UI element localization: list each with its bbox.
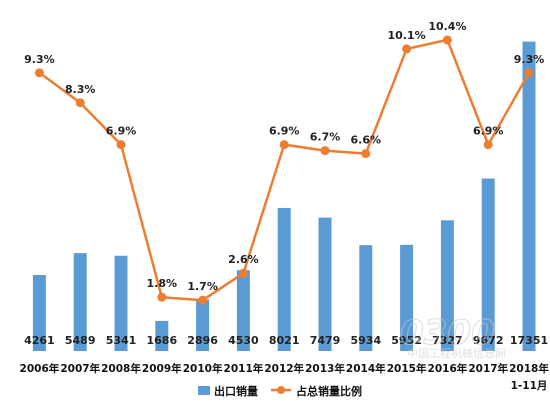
- x-tick-label-5: 2011年: [224, 362, 264, 375]
- bar-value-label-9: 5952: [391, 334, 422, 347]
- bar-3: [155, 320, 169, 351]
- line-point-0: [34, 68, 44, 78]
- bar-9: [400, 244, 414, 351]
- bar-12: [522, 41, 536, 352]
- bar-value-label-3: 1686: [146, 334, 177, 347]
- watermark-number: 0300: [400, 313, 495, 353]
- line-point-1: [75, 98, 85, 108]
- line-value-label-3: 1.8%: [147, 277, 178, 290]
- x-tick-label-2: 2008年: [101, 362, 141, 375]
- line-point-11: [483, 140, 493, 150]
- x-tick-label-3: 2009年: [142, 362, 182, 375]
- line-value-label-4: 1.7%: [187, 280, 218, 293]
- line-point-5: [238, 268, 248, 278]
- bar-series-export-volume: [32, 41, 536, 352]
- line-point-8: [361, 149, 371, 159]
- x-tick-label-12: 2018年: [509, 362, 549, 375]
- x-axis-labels: 2006年 2007年 2008年 2009年 2010年 2011年 2012年 2013年…: [20, 362, 550, 375]
- line-value-label-1: 8.3%: [65, 83, 96, 96]
- legend-swatch-marker: [277, 386, 285, 394]
- x-tick-label-1: 2007年: [60, 362, 100, 375]
- line-point-6: [279, 140, 289, 150]
- bar-4: [196, 299, 210, 351]
- x-tick-label-0: 2006年: [20, 362, 60, 375]
- bar-value-label-10: 7327: [432, 334, 463, 347]
- watermark-text: 中国工程机械信息网: [407, 346, 506, 360]
- line-points: [34, 35, 534, 305]
- bar-value-label-4: 2896: [187, 334, 218, 347]
- watermark: 0300 中国工程机械信息网: [399, 312, 506, 360]
- legend-swatch-bar: [198, 386, 210, 395]
- line-value-label-2: 6.9%: [106, 125, 137, 138]
- bar-value-label-5: 4530: [228, 334, 259, 347]
- line-value-label-10: 10.4%: [428, 20, 466, 33]
- line-value-label-11: 6.9%: [473, 125, 504, 138]
- x-tick-label-7: 2013年: [305, 362, 345, 375]
- x-tick-label-4: 2010年: [183, 362, 223, 375]
- line-value-label-7: 6.7%: [310, 131, 341, 144]
- x-tick-label-11: 2017年: [468, 362, 508, 375]
- bar-value-label-1: 5489: [65, 334, 96, 347]
- bar-value-label-12: 17351: [510, 334, 548, 347]
- line-point-10: [442, 35, 452, 45]
- line-value-label-12: 9.3%: [514, 53, 545, 66]
- line-value-labels: 9.3% 8.3% 6.9% 1.8% 1.7% 2.6% 6.9% 6.7% 6.6% 10.1…: [24, 20, 544, 293]
- bar-value-label-0: 4261: [24, 334, 55, 347]
- line-point-7: [320, 146, 330, 156]
- line-point-9: [402, 44, 412, 54]
- bar-value-label-2: 5341: [106, 334, 137, 347]
- legend: 出口销量 占总销量比例: [198, 384, 362, 398]
- bar-8: [359, 245, 373, 351]
- bar-5: [236, 270, 250, 351]
- bar-value-labels: 4261 5489 5341 1686 2896 4530 8021 7479 5934 5952…: [24, 334, 548, 347]
- x-tick-label-10: 2016年: [428, 362, 468, 375]
- x-tick-label-9: 2015年: [387, 362, 427, 375]
- line-point-2: [116, 140, 126, 150]
- line-value-label-6: 6.9%: [269, 125, 300, 138]
- bar-value-label-6: 8021: [269, 334, 300, 347]
- bar-7: [318, 217, 332, 351]
- legend-label-line: 占总销量比例: [296, 384, 362, 398]
- x-tick-label-8: 2014年: [346, 362, 386, 375]
- bar-0: [32, 275, 46, 351]
- bar-1: [73, 253, 87, 351]
- x-axis-sublabel: 1-11月: [511, 380, 548, 392]
- line-value-label-5: 2.6%: [228, 253, 259, 266]
- bar-value-label-8: 5934: [350, 334, 381, 347]
- bar-value-label-11: 9672: [473, 334, 504, 347]
- line-point-12: [524, 68, 534, 78]
- bar-2: [114, 255, 128, 351]
- line-point-3: [157, 292, 167, 302]
- bar-6: [277, 207, 291, 351]
- line-value-label-9: 10.1%: [388, 29, 426, 42]
- line-value-label-8: 6.6%: [351, 134, 382, 147]
- bar-11: [481, 178, 495, 351]
- legend-label-bar: 出口销量: [214, 384, 258, 398]
- bar-10: [440, 220, 454, 351]
- line-value-label-0: 9.3%: [24, 53, 55, 66]
- line-point-4: [198, 295, 208, 305]
- x-tick-label-6: 2012年: [264, 362, 304, 375]
- bar-value-label-7: 7479: [310, 334, 341, 347]
